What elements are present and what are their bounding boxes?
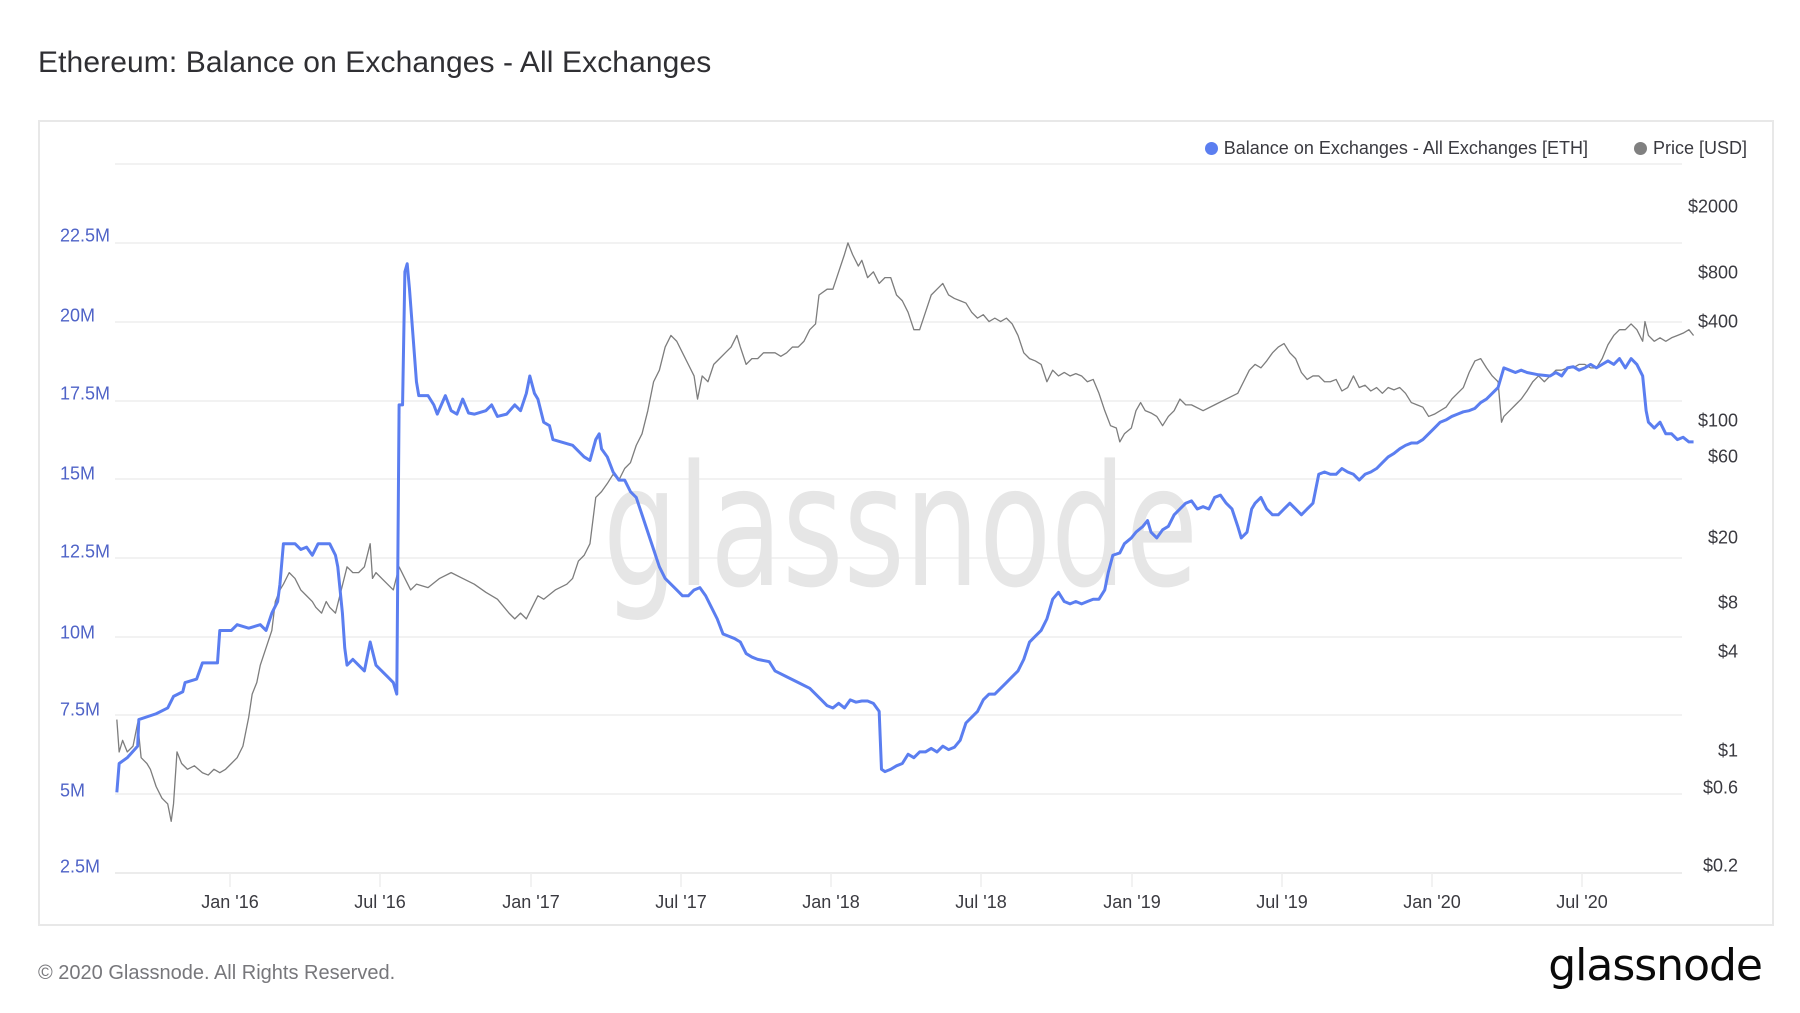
left-axis-label: 15M [60, 463, 96, 484]
watermark: glassnode [603, 429, 1198, 625]
x-axis-label: Jul '16 [354, 892, 406, 912]
right-axis-label: $20 [1707, 527, 1738, 548]
x-axis-label: Jul '20 [1556, 892, 1608, 912]
left-axis-label: 7.5M [60, 699, 101, 720]
x-axis-label: Jan '18 [802, 892, 860, 912]
legend-label-price: Price [USD] [1652, 138, 1747, 158]
x-axis-label: Jan '16 [201, 892, 259, 912]
price-line[interactable] [117, 243, 1694, 821]
right-axis-label: $400 [1697, 311, 1738, 332]
right-axis-label: $0.2 [1702, 855, 1738, 876]
x-axis-label: Jan '17 [502, 892, 560, 912]
right-axis-label: $100 [1697, 410, 1738, 431]
right-axis-label: $0.6 [1702, 777, 1738, 798]
x-axis-label: Jan '19 [1103, 892, 1161, 912]
chart-legend: Balance on Exchanges - All Exchanges [ET… [1204, 138, 1747, 159]
left-axis-label: 20M [60, 305, 96, 326]
chart-frame [38, 120, 1774, 926]
x-axis-label: Jul '18 [955, 892, 1007, 912]
right-axis-label: $2000 [1687, 196, 1738, 217]
right-axis-label: $8 [1717, 592, 1738, 613]
glassnode-logo[interactable]: glassnode [1548, 940, 1763, 991]
right-axis-label: $4 [1717, 641, 1738, 662]
left-axis-label: 12.5M [60, 541, 111, 562]
right-axis-label: $60 [1707, 446, 1738, 467]
x-axis-label: Jan '20 [1403, 892, 1461, 912]
left-axis-label: 2.5M [60, 856, 101, 877]
x-axis-label: Jul '17 [655, 892, 707, 912]
legend-label-balance: Balance on Exchanges - All Exchanges [ET… [1223, 138, 1588, 158]
right-axis-label: $800 [1697, 262, 1738, 283]
gridlines [115, 163, 1682, 874]
legend-item-balance[interactable]: Balance on Exchanges - All Exchanges [ET… [1204, 138, 1588, 159]
legend-dot-price-icon [1633, 142, 1647, 155]
balance-line[interactable] [117, 264, 1694, 793]
chart-title: Ethereum: Balance on Exchanges - All Exc… [38, 46, 712, 79]
legend-dot-balance-icon [1204, 142, 1218, 155]
left-axis-label: 17.5M [60, 383, 111, 404]
copyright-text: © 2020 Glassnode. All Rights Reserved. [38, 962, 396, 984]
left-axis-label: 5M [60, 780, 86, 801]
x-tick-marks [229, 873, 1583, 887]
x-axis-label: Jul '19 [1256, 892, 1308, 912]
right-axis-label: $1 [1717, 740, 1738, 761]
left-axis-label: 22.5M [60, 225, 111, 246]
legend-item-price[interactable]: Price [USD] [1633, 138, 1747, 159]
left-axis-label: 10M [60, 622, 96, 643]
